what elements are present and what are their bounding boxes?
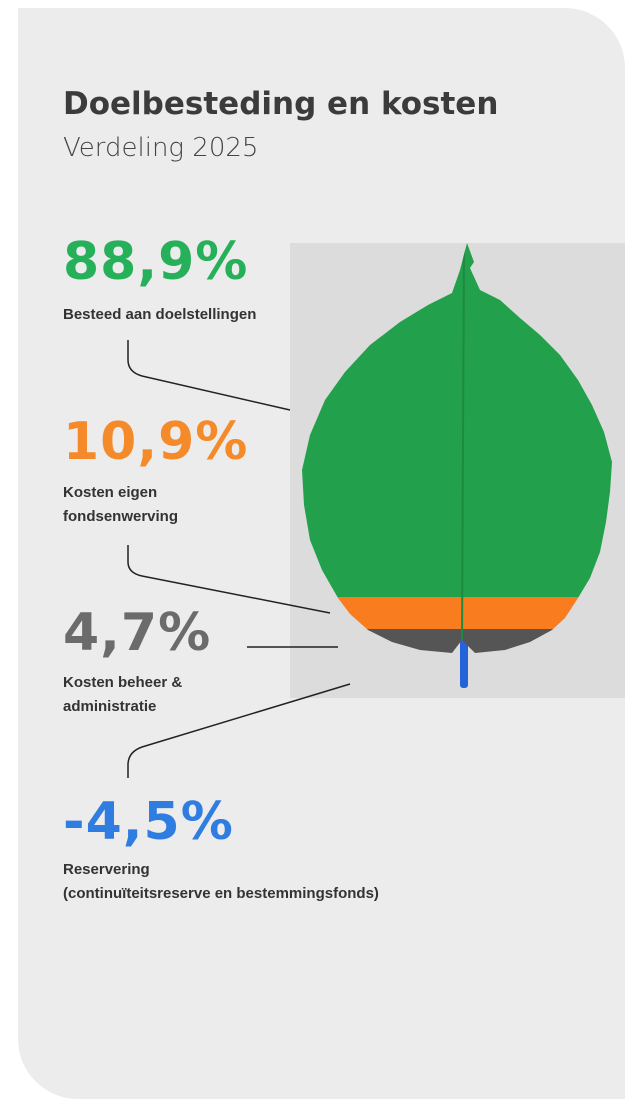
stat-label-line: administratie: [63, 698, 156, 715]
stat-label: Besteed aan doelstellingen: [63, 303, 256, 327]
stat-label-line: (continuïteitsreserve en bestemmingsfond…: [63, 885, 379, 902]
stat-label-line: Kosten beheer &: [63, 674, 182, 691]
stat-label-line: Reservering: [63, 861, 150, 878]
stat-value: 88,9%: [63, 232, 248, 292]
stat-label-line: Besteed aan doelstellingen: [63, 306, 256, 323]
title: Doelbesteding en kosten: [63, 86, 498, 122]
subtitle: Verdeling 2025: [63, 133, 258, 163]
stat-label-line: fondsenwerving: [63, 508, 178, 525]
stat-label: Kosten eigen fondsenwerving: [63, 481, 178, 529]
stat-label: Reservering (continuïteitsreserve en best…: [63, 858, 379, 906]
stat-label: Kosten beheer & administratie: [63, 671, 182, 719]
leaf-stem: [460, 640, 468, 688]
infographic: Doelbesteding en kosten Verdeling 2025 8…: [0, 0, 625, 1099]
stat-label-line: Kosten eigen: [63, 484, 157, 501]
stat-value: 4,7%: [63, 603, 211, 663]
stat-value: 10,9%: [63, 412, 248, 472]
stat-value: -4,5%: [63, 792, 234, 852]
graphic: [0, 0, 625, 1099]
